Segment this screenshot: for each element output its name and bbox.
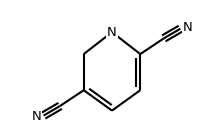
Text: N: N (107, 26, 117, 39)
Text: N: N (32, 110, 41, 123)
Text: N: N (183, 21, 192, 34)
